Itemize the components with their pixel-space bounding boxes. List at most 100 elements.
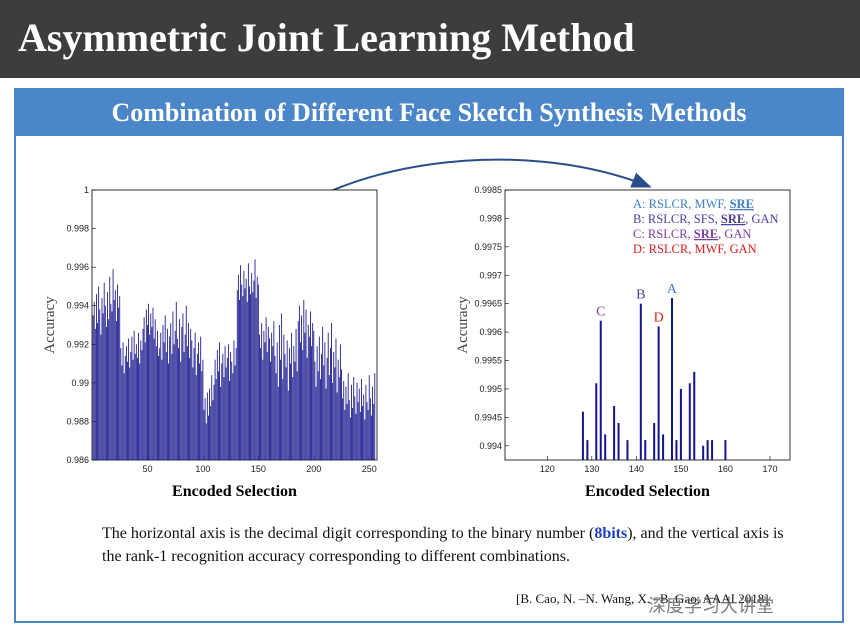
bar — [301, 315, 303, 460]
bar — [122, 342, 124, 460]
caption: The horizontal axis is the decimal digit… — [102, 522, 802, 568]
bar — [219, 342, 220, 460]
bar — [92, 315, 94, 460]
bar — [353, 377, 355, 460]
bar — [296, 371, 298, 460]
bar — [366, 402, 368, 460]
bar — [251, 272, 253, 460]
bar — [112, 269, 114, 460]
bar — [127, 361, 128, 460]
bar — [352, 407, 354, 460]
x-tick-label: 50 — [142, 464, 152, 474]
bar — [264, 342, 266, 460]
bar — [111, 311, 113, 460]
bar — [626, 440, 629, 460]
bar — [291, 332, 293, 460]
bar — [300, 342, 301, 460]
bar — [129, 367, 131, 460]
bar — [260, 348, 261, 460]
bar — [216, 350, 218, 460]
bar — [613, 406, 616, 460]
bar — [364, 419, 366, 460]
bar — [339, 344, 341, 460]
bar — [242, 296, 244, 460]
bar — [246, 301, 248, 460]
bar — [211, 375, 213, 460]
bar — [183, 352, 185, 460]
x-tick-label: 100 — [195, 464, 210, 474]
bar — [139, 363, 141, 460]
bar — [195, 375, 197, 460]
x-tick-label: 140 — [629, 464, 644, 474]
bar — [265, 317, 267, 460]
bar — [212, 400, 214, 460]
bar — [324, 342, 326, 460]
legend-entry: B: RSLCR, SFS, SRE, GAN — [633, 212, 779, 226]
bar — [120, 348, 122, 460]
bar — [292, 377, 294, 460]
legend-text: SRE — [694, 227, 718, 241]
bar — [93, 301, 95, 460]
bar — [644, 440, 647, 460]
bar — [223, 377, 225, 460]
bar — [227, 344, 229, 460]
bar — [134, 353, 136, 460]
y-tick-label: 0.986 — [66, 455, 89, 465]
bar — [335, 338, 337, 460]
bar — [316, 346, 318, 460]
bar — [286, 340, 288, 460]
bar — [312, 323, 314, 460]
y-tick-label: 1 — [84, 185, 89, 195]
bar — [138, 332, 140, 460]
bar — [307, 325, 309, 460]
y-tick-label: 0.988 — [66, 416, 89, 426]
bar — [125, 346, 127, 460]
bar — [245, 278, 247, 460]
y-tick-label: 0.992 — [66, 339, 89, 349]
data-label: C — [596, 305, 605, 320]
bar — [329, 348, 331, 460]
bar — [334, 367, 336, 460]
bar — [357, 402, 359, 460]
bar — [110, 303, 112, 460]
bar — [148, 303, 149, 460]
bar — [171, 353, 173, 460]
bar — [298, 305, 300, 460]
bar — [358, 388, 360, 460]
legend-entry: D: RSLCR, MWF, GAN — [633, 242, 757, 256]
bar — [165, 352, 167, 460]
bar — [287, 390, 289, 460]
bar — [241, 284, 243, 460]
bar — [214, 359, 216, 460]
bar — [213, 384, 215, 460]
bar — [155, 346, 157, 460]
bar — [314, 361, 316, 460]
bar — [322, 326, 324, 460]
x-tick-label: 160 — [718, 464, 733, 474]
bar — [185, 305, 187, 460]
bar — [192, 367, 194, 460]
watermark: 深度学习大讲堂 — [648, 596, 774, 617]
bar — [230, 352, 232, 460]
bar — [285, 367, 287, 460]
y-axis-label: Accuracy — [42, 296, 58, 354]
caption-text: ), and the vertical axis is the rank-1 r… — [102, 525, 784, 565]
bar — [278, 325, 280, 460]
bar — [193, 348, 195, 460]
x-tick-label: 130 — [584, 464, 599, 474]
bar — [166, 328, 168, 460]
bar — [117, 284, 118, 460]
bar — [266, 352, 268, 460]
bar — [200, 336, 202, 460]
bar — [229, 380, 230, 460]
x-axis-label: Encoded Selection — [172, 483, 297, 500]
bar — [232, 373, 234, 460]
bar — [154, 319, 156, 460]
bar — [331, 323, 332, 460]
bar — [304, 332, 306, 460]
x-tick-label: 150 — [251, 464, 266, 474]
bar — [178, 348, 179, 460]
slide-title: Asymmetric Joint Learning Method — [18, 15, 635, 60]
bar — [119, 296, 121, 460]
